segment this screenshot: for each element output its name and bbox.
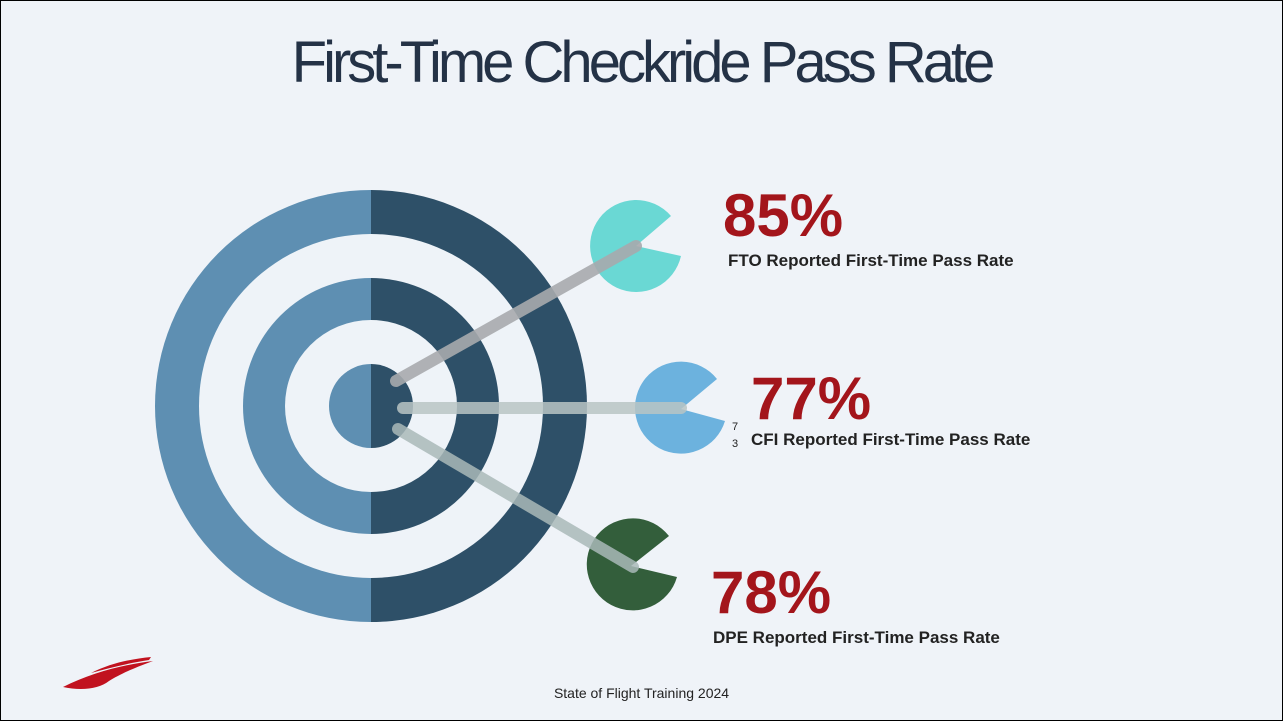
stat-label: CFI Reported First-Time Pass Rate (751, 430, 1030, 450)
target-graphic (1, 1, 1282, 720)
stat-value: 78% (711, 563, 831, 623)
stray-text: 7 (732, 421, 738, 433)
stat-label: DPE Reported First-Time Pass Rate (713, 628, 1000, 648)
footer: State of Flight Training 2024 (1, 685, 1282, 701)
page: First-Time Checkride Pass Rate 85% FTO R… (0, 0, 1283, 721)
stray-text: 3 (732, 438, 738, 450)
stat-label: FTO Reported First-Time Pass Rate (728, 251, 1014, 271)
stat-value: 77% (751, 369, 871, 429)
slide: First-Time Checkride Pass Rate 85% FTO R… (0, 0, 1283, 721)
stat-value: 85% (723, 186, 843, 246)
slide-title: First-Time Checkride Pass Rate (1, 29, 1282, 96)
